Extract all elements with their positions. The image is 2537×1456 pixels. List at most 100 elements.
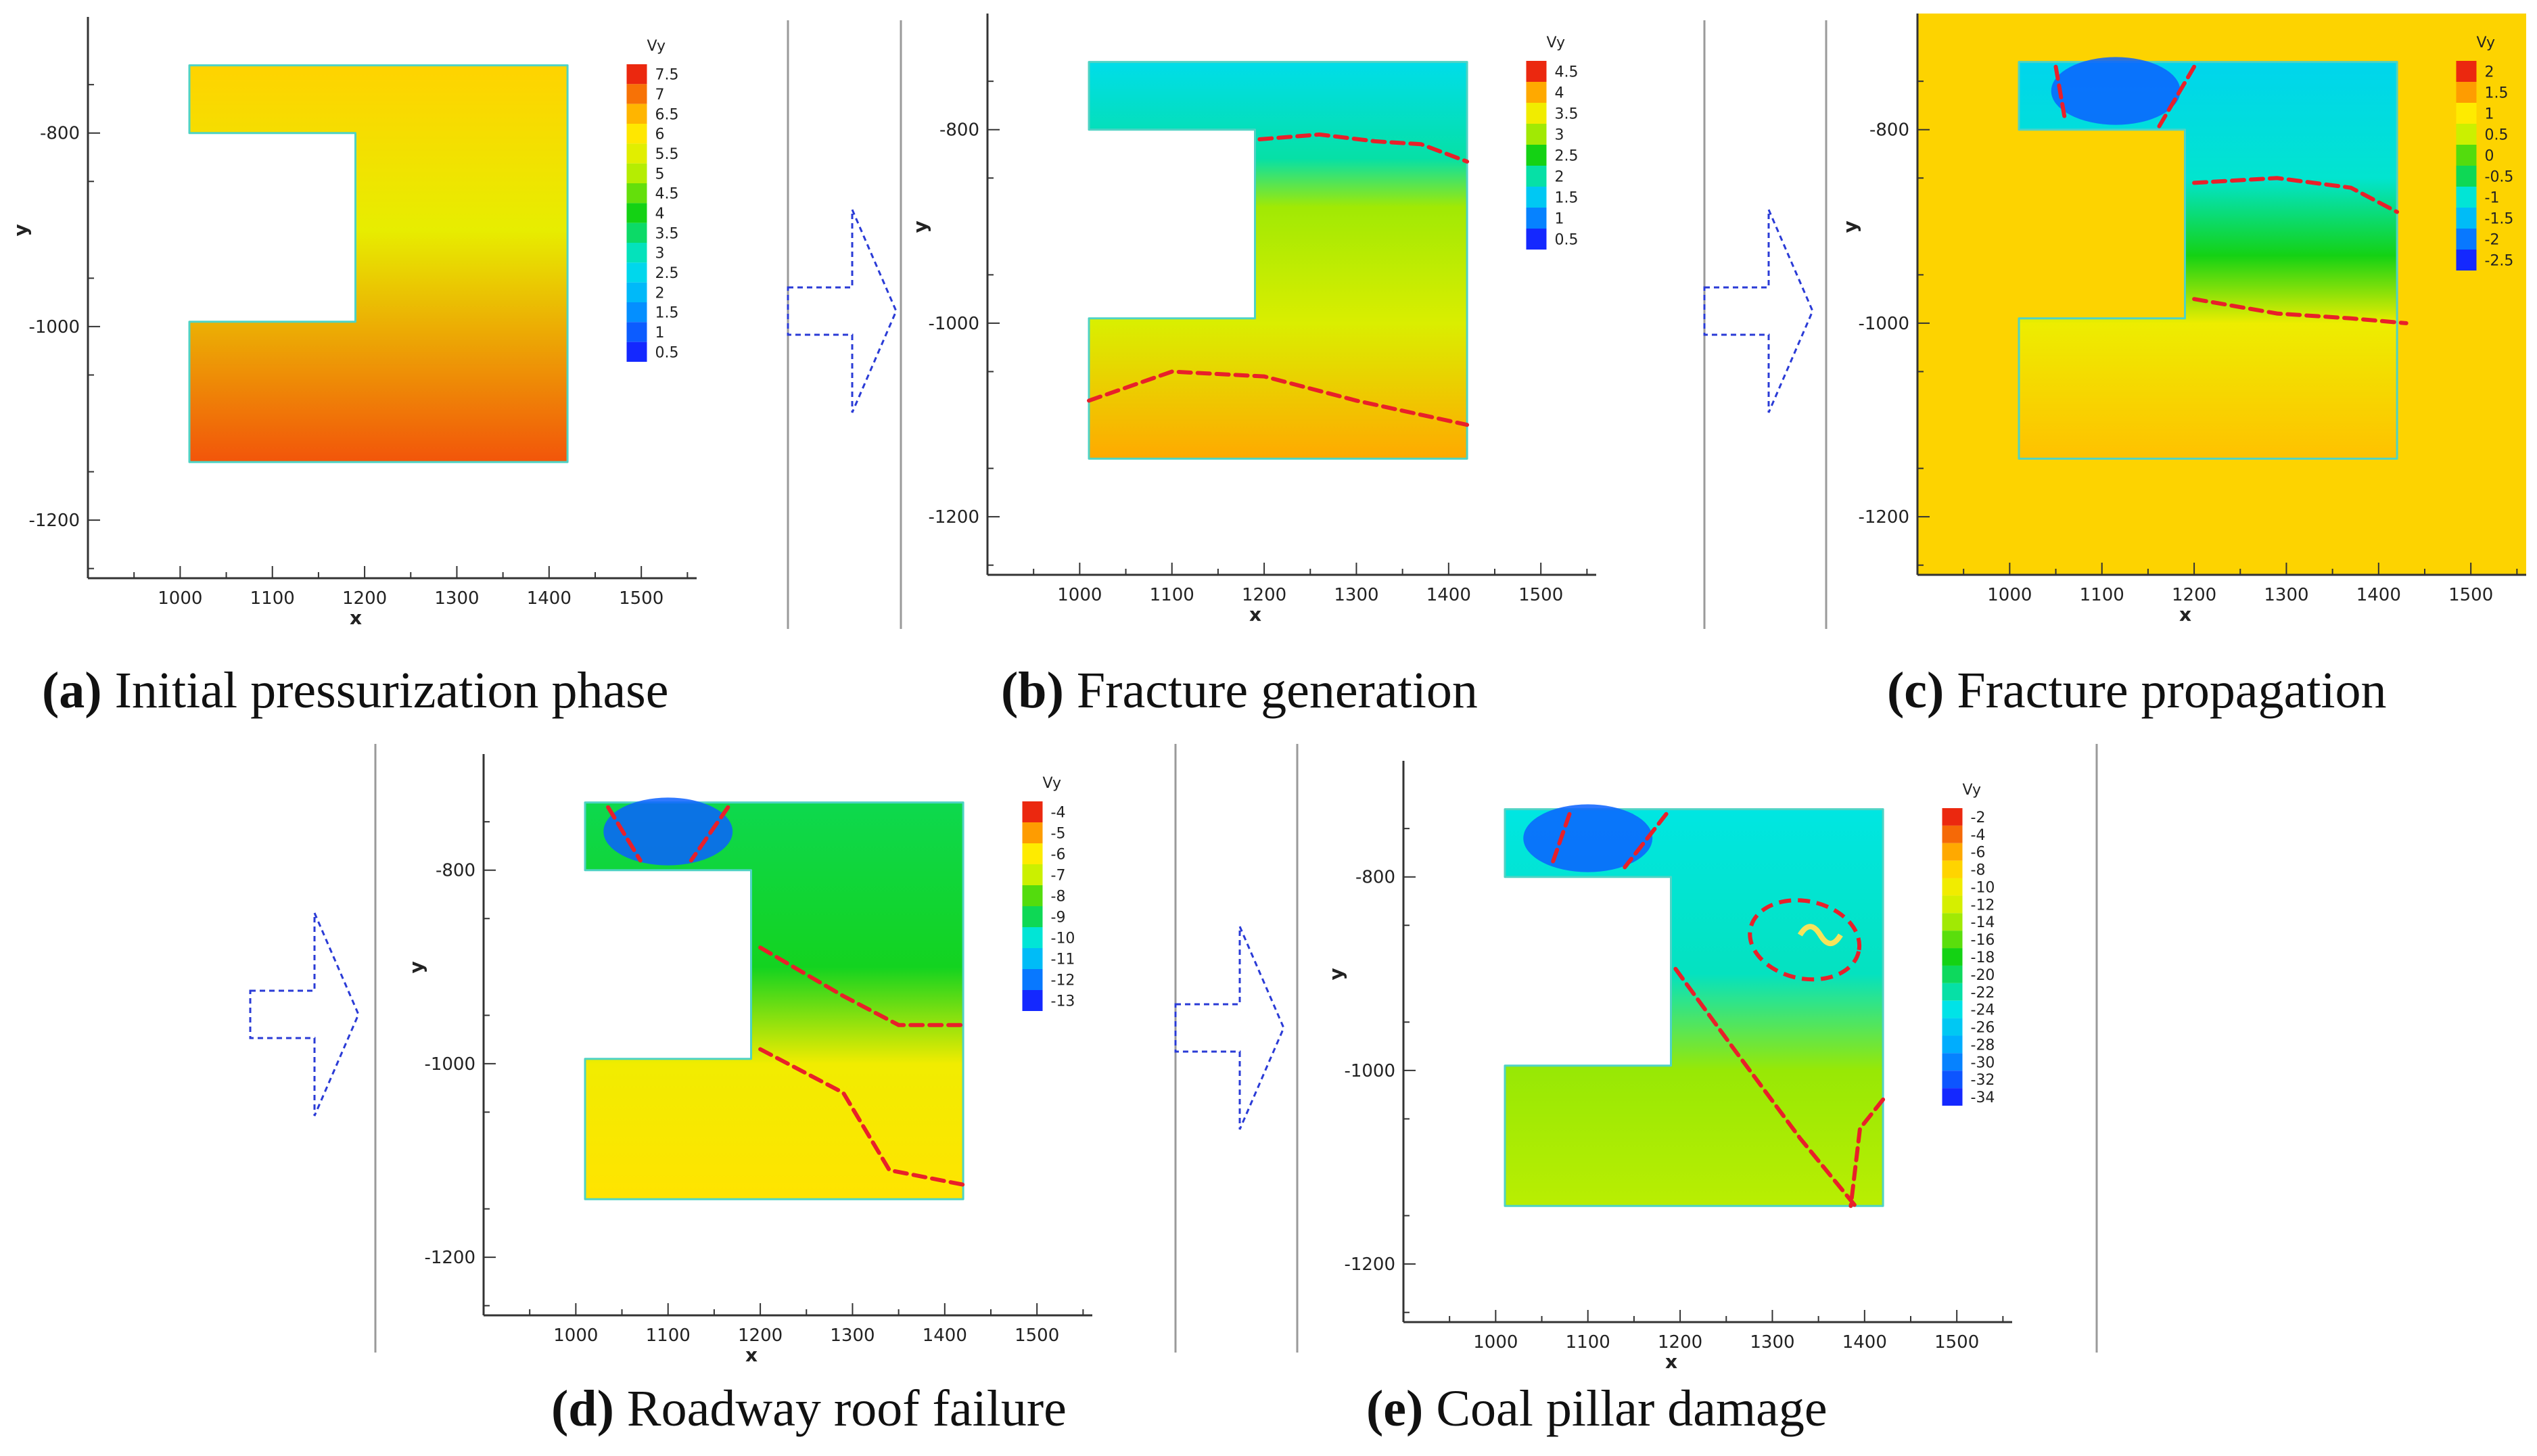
legend-label-e-0: -2 [1971,809,1986,826]
x-tick-label-d-3: 1300 [830,1325,875,1346]
legend-label-b-1: 4 [1555,85,1564,102]
legend-label-e-8: -18 [1971,949,1995,966]
legend-swatch-e-5 [1942,895,1963,914]
legend-label-b-3: 3 [1555,127,1564,144]
legend-label-d-0: -4 [1051,805,1066,822]
field-b [1088,61,1468,460]
x-tick-label-b-5: 1500 [1518,585,1563,605]
legend-swatch-e-11 [1942,1000,1963,1018]
legend-swatch-e-4 [1942,878,1963,896]
legend-swatch-d-8 [1022,969,1043,990]
x-tick-label-e-1: 1100 [1566,1332,1610,1353]
caption-a-text: Initial pressurization phase [101,662,669,719]
y-tick-label-e-0: -800 [1355,868,1395,888]
legend-label-e-4: -10 [1971,879,1995,896]
legend-swatch-a-0 [626,64,647,85]
panel-e: 1000 1100 1200 1300 1400 1500 -800 -1000 -1200 x y… [1325,761,2012,1373]
legend-swatch-d-5 [1022,906,1043,927]
legend-label-a-5: 5 [655,166,665,183]
x-tick-label-c-4: 1400 [2356,585,2401,605]
fracture-line-e-2 [1673,966,1858,1208]
legend-swatch-c-9 [2456,250,2477,271]
legend-label-b-0: 4.5 [1555,64,1579,81]
legend-swatch-d-6 [1022,927,1043,948]
legend-swatch-c-1 [2456,82,2477,103]
legend-label-d-4: -8 [1051,889,1066,906]
caption-b-text: Fracture generation [1063,662,1478,719]
legend-label-a-8: 3.5 [655,225,679,242]
legend-label-e-16: -34 [1971,1089,1995,1106]
legend-label-a-13: 1 [655,325,665,342]
legend-swatch-c-3 [2456,124,2477,145]
y-tick-label-b-0: -800 [939,120,979,141]
legend-swatch-c-5 [2456,166,2477,187]
legend-label-e-5: -12 [1971,897,1995,914]
x-axis-title-e: x [1665,1351,1677,1373]
y-tick-label-d-0: -800 [436,861,475,881]
legend-swatch-b-2 [1526,103,1547,124]
legend-label-b-6: 1.5 [1555,190,1579,207]
legend-label-d-3: -7 [1051,868,1066,885]
legend-label-a-9: 3 [655,245,665,262]
legend-label-a-1: 7 [655,87,665,103]
x-tick-label-b-3: 1300 [1334,585,1378,605]
legend-swatch-c-7 [2456,208,2477,229]
legend-swatch-a-8 [626,222,647,243]
legend-swatch-e-13 [1942,1035,1963,1054]
legend-swatch-a-6 [626,183,647,204]
legend-label-a-2: 6.5 [655,106,679,123]
transition-arrow-ab [787,209,898,413]
legend-label-c-2: 1 [2485,106,2494,123]
y-tick-label-e-2: -1200 [1344,1254,1395,1275]
fracture-line-c-1 [2155,64,2197,132]
x-tick-label-d-1: 1100 [646,1325,691,1346]
fracture-line-d-3 [758,1047,966,1187]
x-tick-label-e-0: 1000 [1473,1332,1518,1353]
fracture-line-d-0 [606,805,643,863]
legend-swatch-e-7 [1942,931,1963,949]
x-tick-label-a-2: 1200 [342,588,387,609]
y-tick-label-a-0: -800 [40,124,80,144]
caption-b-letter: (b) [1001,662,1064,719]
legend-label-e-14: -30 [1971,1054,1995,1071]
legend-swatch-e-1 [1942,825,1963,843]
caption-b: (b) Fracture generation [1001,661,1478,720]
legend-swatch-b-3 [1526,124,1547,145]
x-tick-label-b-2: 1200 [1242,585,1286,605]
legend-swatch-b-5 [1526,166,1547,187]
legend-label-e-1: -4 [1971,827,1986,844]
panel-b: 1000 1100 1200 1300 1400 1500 -800 -1000 -1200 x y… [909,14,1596,626]
legend-label-a-3: 6 [655,126,665,143]
x-tick-label-b-0: 1000 [1057,585,1102,605]
legend-label-d-8: -12 [1051,972,1075,989]
legend-swatch-e-2 [1942,843,1963,861]
x-tick-label-c-5: 1500 [2448,585,2493,605]
field-blob-e-0 [1523,804,1653,872]
caption-e-text: Coal pillar damage [1423,1380,1828,1437]
x-tick-label-a-5: 1500 [619,588,664,609]
x-tick-label-e-4: 1400 [1842,1332,1887,1353]
y-tick-label-b-1: -1000 [928,314,979,334]
legend-label-e-9: -20 [1971,967,1995,984]
legend-swatch-e-12 [1942,1018,1963,1036]
legend-label-d-5: -9 [1051,910,1066,926]
fracture-line-d-1 [689,805,730,863]
caption-d: (d) Roadway roof failure [551,1380,1067,1438]
legend-label-c-9: -2.5 [2485,253,2514,270]
legend-label-c-4: 0 [2485,148,2494,165]
legend-title-d: Vy [1043,775,1061,792]
legend-label-a-4: 5.5 [655,146,679,163]
legend-label-a-14: 0.5 [655,344,679,361]
legend-label-a-7: 4 [655,206,665,222]
fracture-line-c-0 [2053,64,2068,122]
legend-swatch-b-4 [1526,145,1547,166]
x-tick-label-d-0: 1000 [553,1325,598,1346]
y-tick-label-d-2: -1200 [424,1248,475,1268]
y-tick-label-d-1: -1000 [424,1054,475,1075]
legend-label-c-7: -1.5 [2485,211,2514,228]
legend-swatch-a-7 [626,203,647,223]
legend-swatch-a-1 [626,84,647,104]
x-tick-label-c-0: 1000 [1987,585,2032,605]
legend-label-e-13: -28 [1971,1037,1995,1054]
fracture-line-b-1 [1257,132,1470,164]
